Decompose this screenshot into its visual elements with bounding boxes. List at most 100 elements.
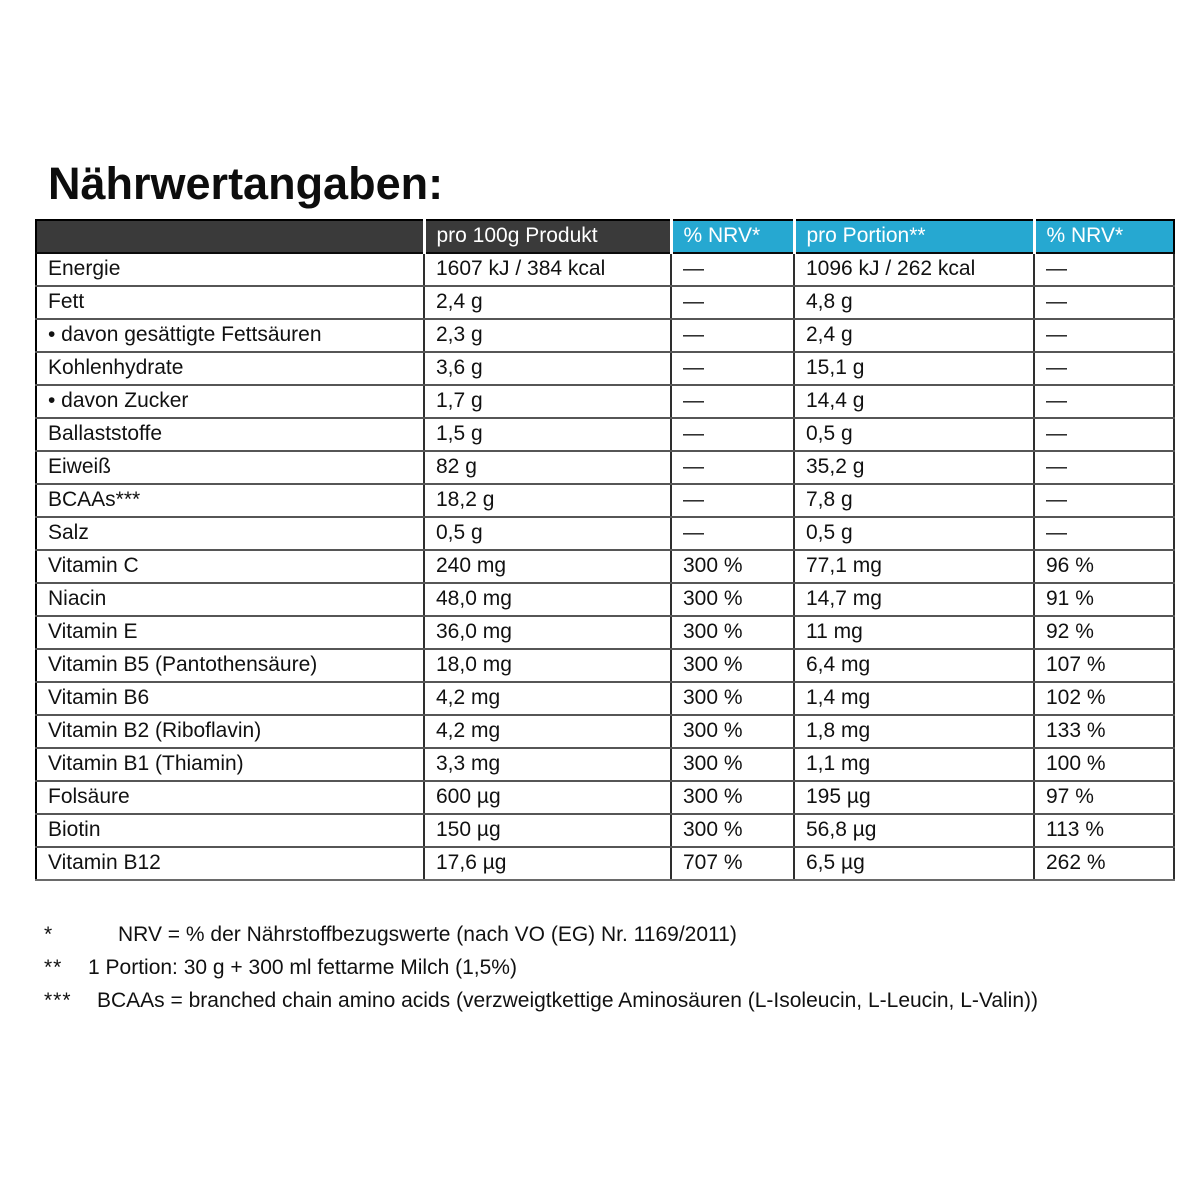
nrv-100g-value: 300 % [671,781,795,815]
nrv-portion-value: 133 % [1034,715,1175,749]
nrv-portion-value: 91 % [1034,583,1175,617]
nutrient-label: • davon gesättigte Fettsäuren [36,319,425,353]
nrv-portion-value: — [1034,418,1175,452]
col-header-nrv-portion: % NRV* [1034,220,1175,254]
col-header-per-portion: pro Portion** [794,220,1036,254]
nutrient-label: Vitamin B2 (Riboflavin) [36,715,425,749]
nutrient-label: Biotin [36,814,425,848]
per-portion-value: 1,1 mg [794,748,1035,782]
per-portion-value: 77,1 mg [794,550,1035,584]
nrv-100g-value: — [671,451,795,485]
nutrient-label: BCAAs*** [36,484,425,518]
per-100g-value: 3,6 g [424,352,672,386]
footnote-marker: ** [44,956,63,979]
nrv-portion-value: 102 % [1034,682,1175,716]
footnote-marker: * [44,923,54,946]
nrv-100g-value: 300 % [671,616,795,650]
footnote-portion: ** 1 Portion: 30 g + 300 ml fettarme Mil… [35,951,1175,984]
per-100g-value: 4,2 mg [424,715,672,749]
nrv-100g-value: 300 % [671,649,795,683]
per-100g-value: 2,4 g [424,286,672,320]
col-header-per-100g: pro 100g Produkt [424,220,673,254]
nutrient-label: Vitamin B6 [36,682,425,716]
nrv-100g-value: — [671,418,795,452]
table-row: Vitamin B5 (Pantothensäure) 18,0 mg 300 … [36,649,1175,683]
per-portion-value: 1096 kJ / 262 kcal [794,253,1035,287]
table-row: BCAAs*** 18,2 g — 7,8 g — [36,484,1175,518]
nrv-100g-value: — [671,385,795,419]
per-100g-value: 1,5 g [424,418,672,452]
table-row: Vitamin C 240 mg 300 % 77,1 mg 96 % [36,550,1175,584]
page-title: Nährwertangaben: [48,158,444,209]
nrv-portion-value: — [1034,385,1175,419]
nutrient-label: Eiweiß [36,451,425,485]
table-body: Energie 1607 kJ / 384 kcal — 1096 kJ / 2… [36,253,1175,881]
per-portion-value: 195 µg [794,781,1035,815]
nrv-100g-value: — [671,484,795,518]
nrv-portion-value: — [1034,352,1175,386]
table-row: Vitamin E 36,0 mg 300 % 11 mg 92 % [36,616,1175,650]
per-portion-value: 15,1 g [794,352,1035,386]
per-portion-value: 7,8 g [794,484,1035,518]
per-100g-value: 0,5 g [424,517,672,551]
per-100g-value: 1607 kJ / 384 kcal [424,253,672,287]
table-row: Niacin 48,0 mg 300 % 14,7 mg 91 % [36,583,1175,617]
per-100g-value: 36,0 mg [424,616,672,650]
nrv-100g-value: — [671,286,795,320]
per-portion-value: 1,4 mg [794,682,1035,716]
per-portion-value: 35,2 g [794,451,1035,485]
table-row: • davon Zucker 1,7 g — 14,4 g — [36,385,1175,419]
per-100g-value: 18,2 g [424,484,672,518]
per-100g-value: 240 mg [424,550,672,584]
per-100g-value: 17,6 µg [424,847,672,881]
table-row: • davon gesättigte Fettsäuren 2,3 g — 2,… [36,319,1175,353]
nutrient-label: Vitamin B1 (Thiamin) [36,748,425,782]
per-100g-value: 600 µg [424,781,672,815]
footnote-nrv: * NRV = % der Nährstoffbezugswerte (nach… [35,918,1175,951]
per-100g-value: 3,3 mg [424,748,672,782]
nrv-portion-value: — [1034,484,1175,518]
table-row: Vitamin B1 (Thiamin) 3,3 mg 300 % 1,1 mg… [36,748,1175,782]
col-header-nrv-100g: % NRV* [671,220,796,254]
nutrient-label: Folsäure [36,781,425,815]
nrv-100g-value: — [671,352,795,386]
per-100g-value: 82 g [424,451,672,485]
per-100g-value: 1,7 g [424,385,672,419]
nrv-portion-value: — [1034,286,1175,320]
nrv-100g-value: 300 % [671,715,795,749]
per-100g-value: 150 µg [424,814,672,848]
per-portion-value: 14,7 mg [794,583,1035,617]
footnote-bcaas: *** BCAAs = branched chain amino acids (… [35,984,1175,1017]
footnotes-section: * NRV = % der Nährstoffbezugswerte (nach… [35,918,1175,1017]
nrv-portion-value: 113 % [1034,814,1175,848]
nutrient-label: Vitamin B5 (Pantothensäure) [36,649,425,683]
table-row: Ballaststoffe 1,5 g — 0,5 g — [36,418,1175,452]
per-portion-value: 6,5 µg [794,847,1035,881]
table-header: pro 100g Produkt % NRV* pro Portion** % … [36,220,1175,254]
nrv-portion-value: 262 % [1034,847,1175,881]
nrv-portion-value: 97 % [1034,781,1175,815]
nutrient-label: Vitamin B12 [36,847,425,881]
table-row: Folsäure 600 µg 300 % 195 µg 97 % [36,781,1175,815]
nrv-100g-value: 300 % [671,682,795,716]
table-row: Energie 1607 kJ / 384 kcal — 1096 kJ / 2… [36,253,1175,287]
per-portion-value: 1,8 mg [794,715,1035,749]
nutrition-table: pro 100g Produkt % NRV* pro Portion** % … [35,219,1175,881]
nrv-100g-value: — [671,517,795,551]
per-100g-value: 48,0 mg [424,583,672,617]
nrv-100g-value: 300 % [671,748,795,782]
nutrient-label: Energie [36,253,425,287]
header-row: pro 100g Produkt % NRV* pro Portion** % … [36,220,1175,254]
nutrient-label: Niacin [36,583,425,617]
table-row: Fett 2,4 g — 4,8 g — [36,286,1175,320]
footnote-text: BCAAs = branched chain amino acids (verz… [97,989,1038,1012]
table-row: Kohlenhydrate 3,6 g — 15,1 g — [36,352,1175,386]
nrv-100g-value: — [671,253,795,287]
table-row: Salz 0,5 g — 0,5 g — [36,517,1175,551]
footnote-text: 1 Portion: 30 g + 300 ml fettarme Milch … [88,956,517,979]
nrv-portion-value: — [1034,517,1175,551]
per-portion-value: 0,5 g [794,517,1035,551]
nutrient-label: Fett [36,286,425,320]
footnote-text: NRV = % der Nährstoffbezugswerte (nach V… [118,923,737,946]
